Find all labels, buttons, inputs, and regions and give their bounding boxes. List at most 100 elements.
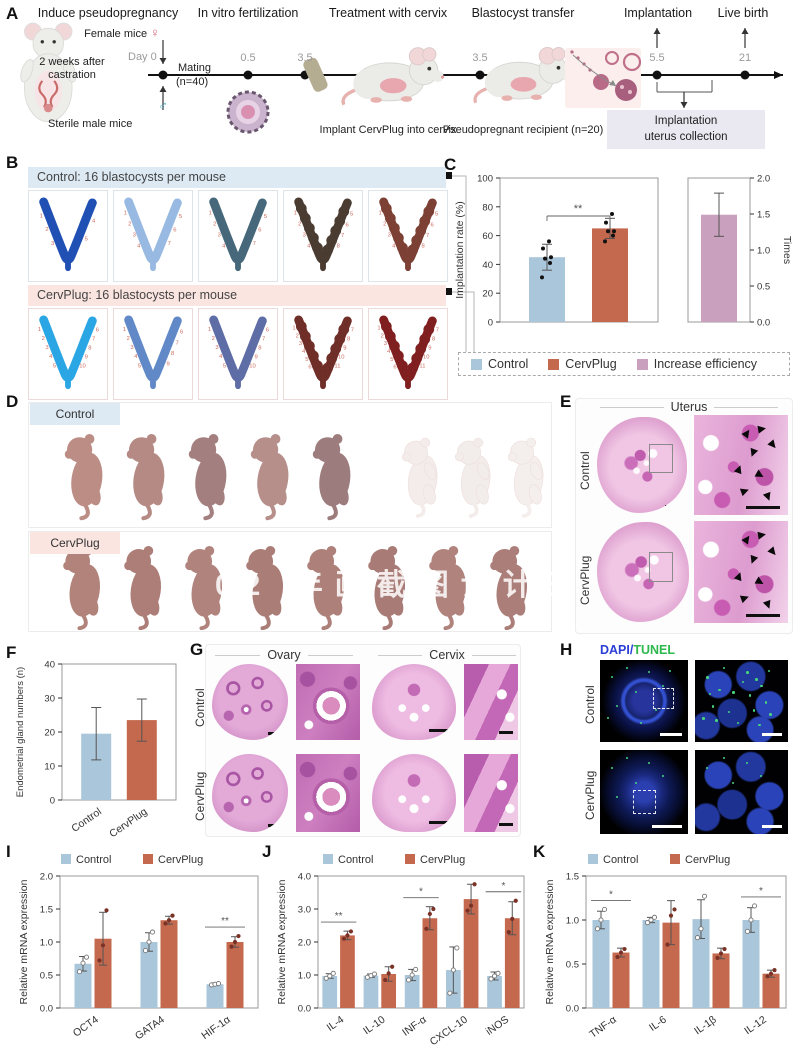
panel-label-c: C (444, 155, 457, 174)
svg-text:OCT4: OCT4 (71, 1014, 101, 1040)
svg-text:9: 9 (85, 355, 88, 361)
chart-c-legend: Control CervPlug Increase efficiency (458, 352, 790, 376)
timeline-graphic (20, 22, 783, 134)
tunel-signal (718, 688, 721, 692)
tunel-signal (635, 691, 638, 694)
mrna-chart-i: 0.0 0.5 1.0 1.5 2.0 Relative mRNA expression C… (18, 854, 259, 1043)
svg-text:7: 7 (253, 241, 256, 247)
cervix-section-control (372, 664, 456, 740)
svg-text:0.5: 0.5 (40, 971, 53, 982)
svg-text:3: 3 (303, 233, 306, 239)
tunel-signal (722, 666, 726, 670)
svg-text:10: 10 (44, 762, 55, 773)
svg-text:2: 2 (298, 222, 301, 228)
roi-box (633, 790, 657, 814)
tunel-signal (607, 717, 610, 720)
svg-text:6: 6 (431, 222, 434, 228)
tunel-signal (661, 775, 664, 778)
mouse-pup (490, 545, 528, 630)
tunel-signal (702, 717, 705, 720)
scale-bar (660, 733, 682, 736)
tunel-signal (760, 775, 763, 778)
scale-bar (429, 729, 449, 732)
svg-text:INF-α: INF-α (400, 1014, 429, 1039)
svg-text:8: 8 (258, 346, 261, 352)
svg-text:1.0: 1.0 (298, 971, 311, 982)
svg-text:*: * (419, 887, 423, 898)
mouse-pup (401, 437, 438, 518)
svg-text:7: 7 (341, 233, 344, 239)
svg-text:6: 6 (96, 328, 99, 334)
panel-label-j: J (262, 842, 272, 861)
panel-label-h: H (560, 640, 573, 659)
svg-text:8: 8 (337, 244, 340, 250)
svg-text:1: 1 (379, 211, 382, 217)
tunel-signal (610, 676, 613, 679)
svg-text:6: 6 (308, 365, 311, 371)
svg-text:5: 5 (138, 363, 141, 369)
tunel-signal (746, 761, 749, 764)
svg-text:40: 40 (44, 660, 55, 671)
apoptosis-arrowhead (741, 533, 753, 545)
svg-text:20: 20 (482, 289, 493, 300)
apoptosis-arrowhead (734, 463, 745, 475)
tunel-signal (706, 676, 709, 679)
mouse-pup (454, 437, 491, 518)
svg-text:3: 3 (388, 233, 391, 239)
mouse-pup (63, 545, 101, 630)
ovary-title: Ovary (215, 648, 353, 662)
mrna-chart-k: 0.0 0.5 1.0 1.5 Relative mRNA expression Cont… (544, 854, 787, 1041)
svg-text:100: 100 (477, 174, 493, 185)
svg-text:3: 3 (51, 241, 54, 247)
svg-text:7: 7 (176, 340, 179, 346)
svg-text:iNOS: iNOS (484, 1014, 511, 1038)
svg-text:1: 1 (292, 326, 295, 332)
svg-text:Endometrial gland numbers (n): Endometrial gland numbers (n) (15, 667, 26, 797)
scale-bar (762, 733, 782, 736)
svg-text:IL-4: IL-4 (325, 1014, 347, 1034)
female-mice-label: Female mice ♀ (84, 25, 160, 40)
svg-text:4: 4 (302, 349, 306, 355)
svg-text:60: 60 (482, 231, 493, 242)
row-label-control-e: Control (578, 451, 592, 491)
tunel-signal (668, 669, 671, 672)
svg-text:11: 11 (419, 363, 425, 369)
svg-text:CervPlug: CervPlug (685, 854, 730, 866)
apoptosis-arrowhead (734, 570, 745, 582)
svg-text:3: 3 (384, 341, 387, 347)
mouse-pup (246, 545, 284, 630)
tunel-signal (615, 705, 618, 708)
svg-text:Relative mRNA expression: Relative mRNA expression (276, 879, 288, 1004)
uterus-inset-cervplug (694, 521, 788, 623)
dapi-tunel-title: DAPI/TUNEL (600, 643, 676, 657)
ovary-inset-control (296, 664, 360, 740)
svg-text:GATA4: GATA4 (133, 1014, 167, 1043)
svg-text:*: * (609, 889, 613, 900)
apoptosis-arrowhead (747, 554, 758, 565)
scale-bar (499, 731, 513, 734)
dapi-tunel-whole-cervplug (600, 750, 688, 834)
svg-text:6: 6 (346, 222, 349, 228)
svg-text:CervPlug: CervPlug (107, 806, 149, 841)
svg-text:9: 9 (167, 362, 170, 368)
legend-item-control: Control (471, 357, 528, 371)
svg-text:0.5: 0.5 (566, 960, 579, 971)
castration-label-2: castration (48, 69, 96, 81)
ovary-section-control (212, 664, 288, 740)
mouse-pup (429, 545, 467, 630)
svg-text:2.0: 2.0 (757, 174, 770, 185)
svg-text:2: 2 (296, 333, 299, 339)
tunel-signal (760, 684, 763, 688)
svg-text:20: 20 (44, 728, 55, 739)
svg-text:*: * (501, 881, 505, 892)
svg-text:8: 8 (347, 337, 350, 343)
svg-text:IL-12: IL-12 (742, 1014, 769, 1038)
mouse-pup (188, 434, 227, 521)
svg-text:Control: Control (603, 854, 638, 866)
cervix-title: Cervix (378, 648, 517, 662)
scale-bar (667, 614, 681, 617)
svg-text:**: ** (221, 916, 229, 927)
roi-box (649, 443, 674, 473)
